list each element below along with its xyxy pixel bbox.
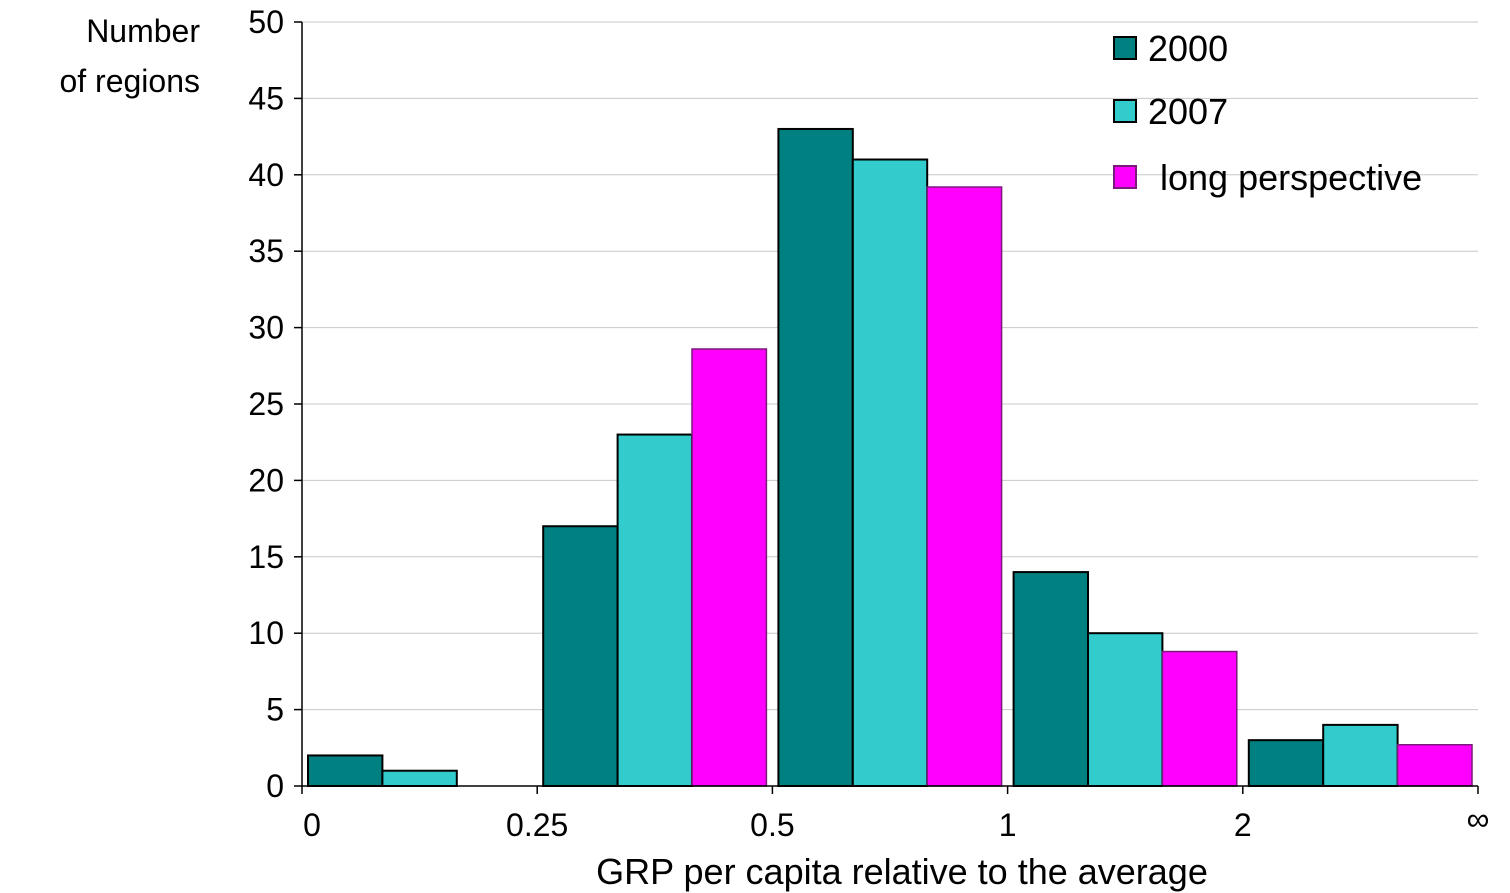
legend: 2000 2007 long perspective <box>1113 28 1422 198</box>
y-axis-title-line1: Number <box>86 13 200 49</box>
y-tick-label: 35 <box>248 233 284 269</box>
legend-swatch-2007 <box>1113 99 1137 123</box>
bar-2000-bin-4 <box>1247 739 1325 787</box>
bar-long-perspective-bin-3 <box>1161 650 1238 787</box>
bars <box>307 127 1473 788</box>
bar-2007-bin-3 <box>1087 632 1164 788</box>
y-tick-label: 30 <box>248 310 284 346</box>
x-tick-label: 1 <box>999 807 1017 843</box>
bar-2007-bin-4 <box>1322 723 1399 788</box>
bar-2000-bin-1 <box>542 525 619 787</box>
bar-long-perspective-bin-1 <box>691 348 768 787</box>
x-tick-label: 0.5 <box>750 807 794 843</box>
legend-label-2000: 2000 <box>1148 28 1228 69</box>
bar-2000-bin-0 <box>307 754 384 788</box>
x-axis-title: GRP per capita relative to the average <box>596 851 1208 892</box>
bar-2000-bin-2 <box>777 127 854 787</box>
y-tick-label: 50 <box>248 4 284 40</box>
legend-label-2007: 2007 <box>1148 91 1228 132</box>
bar-2007-bin-0 <box>381 769 458 787</box>
y-tick-label: 0 <box>266 768 284 804</box>
x-tick-label: 2 <box>1234 807 1252 843</box>
bar-2000-bin-3 <box>1012 571 1089 788</box>
legend-label-long-perspective: long perspective <box>1160 157 1422 198</box>
y-axis-title-line2: of regions <box>59 63 200 99</box>
y-tick-label: 45 <box>248 80 284 116</box>
bar-long-perspective-bin-2 <box>926 186 1003 787</box>
y-tick-label: 15 <box>248 539 284 575</box>
y-tick-label: 20 <box>248 462 284 498</box>
y-tick-label: 40 <box>248 157 284 193</box>
bar-long-perspective-bin-4 <box>1396 743 1473 787</box>
x-tick-label: ∞ <box>1467 801 1490 837</box>
x-tick-label: 0.25 <box>506 807 568 843</box>
legend-swatch-long-perspective <box>1113 165 1137 189</box>
x-tick-label: 0 <box>303 807 321 843</box>
legend-swatch-2000 <box>1113 36 1137 60</box>
y-ticks: 0 5 10 15 20 25 30 35 40 45 50 <box>248 4 302 804</box>
y-tick-label: 5 <box>266 692 284 728</box>
bar-2007-bin-2 <box>851 158 929 787</box>
y-tick-label: 25 <box>248 386 284 422</box>
y-tick-label: 10 <box>248 615 284 651</box>
x-ticks: 0 0.25 0.5 1 2 ∞ <box>301 786 1490 843</box>
bar-2007-bin-1 <box>616 433 693 787</box>
